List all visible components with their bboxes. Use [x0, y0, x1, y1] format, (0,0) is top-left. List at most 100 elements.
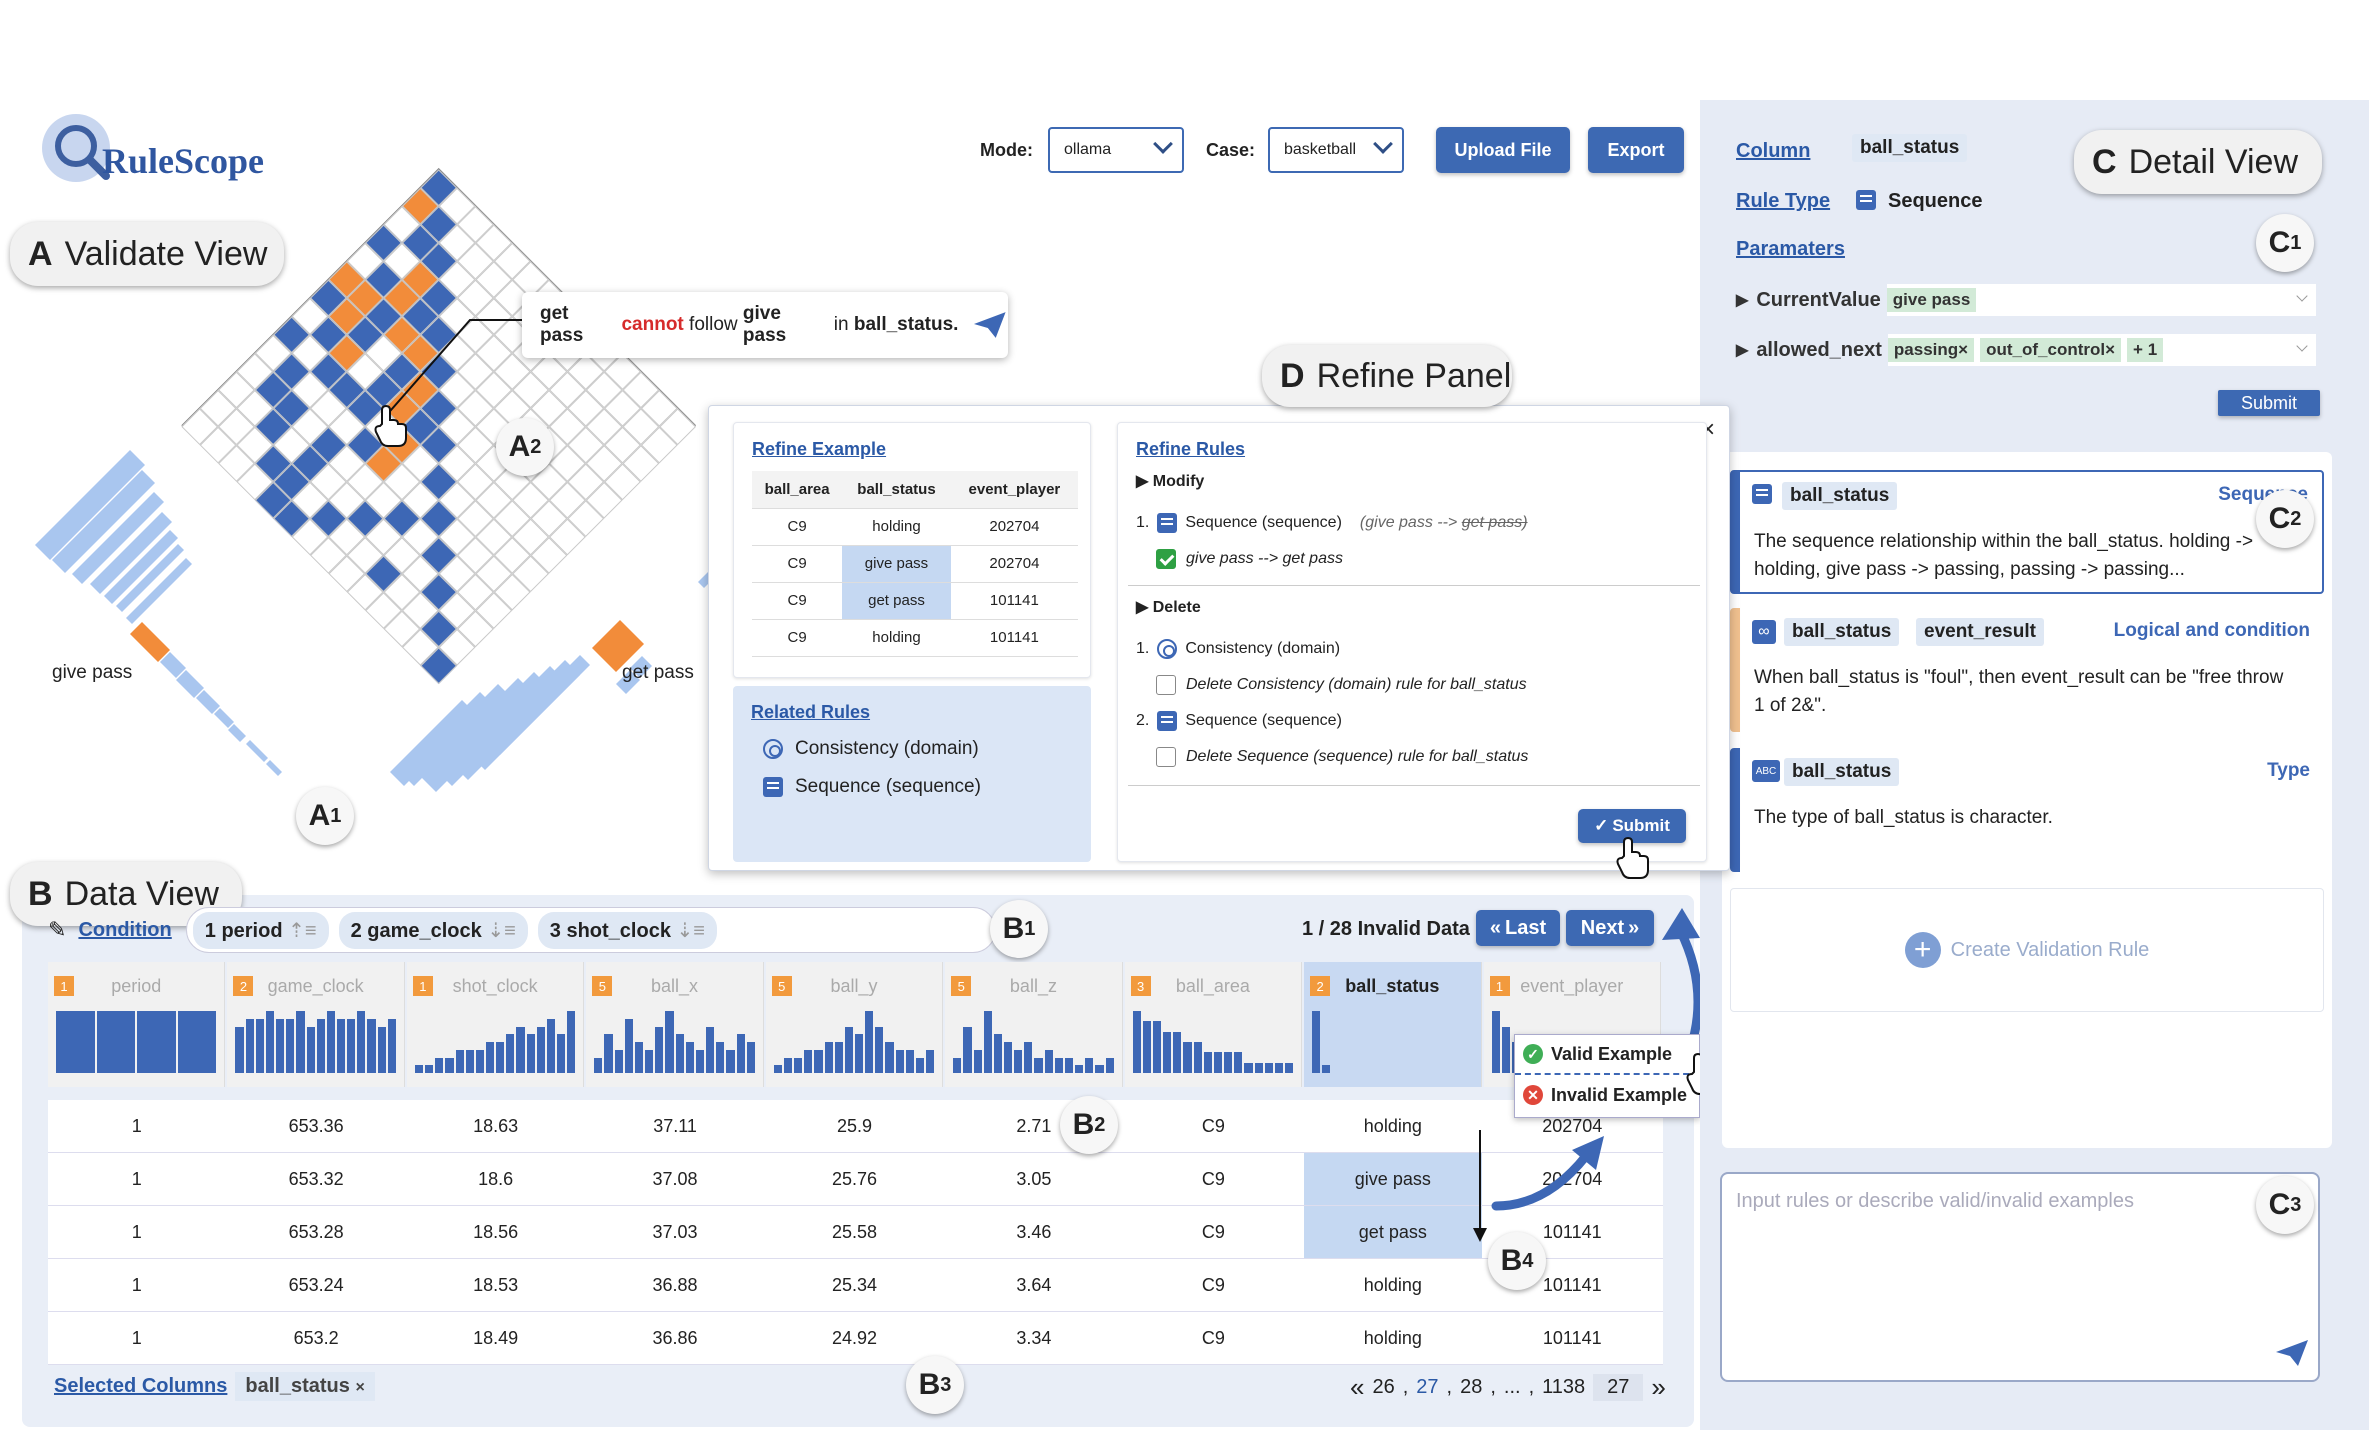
column-header[interactable]: 1 shot_clock	[406, 962, 585, 1087]
table-cell[interactable]: get pass	[1304, 1206, 1482, 1258]
modify-option[interactable]: give pass --> get pass	[1156, 549, 1343, 569]
send-icon[interactable]	[972, 310, 1008, 340]
table-cell[interactable]: 37.08	[652, 1168, 698, 1189]
table-cell[interactable]: 653.2	[293, 1327, 339, 1348]
condition-link[interactable]: Condition	[78, 918, 172, 941]
table-cell[interactable]: 1	[131, 1221, 142, 1242]
table-cell[interactable]: holding	[1363, 1115, 1422, 1136]
detail-submit-button[interactable]: Submit	[2218, 390, 2320, 416]
last-button[interactable]: « Last	[1476, 910, 1560, 946]
table-cell[interactable]: 3.34	[1016, 1327, 1052, 1348]
table-cell[interactable]: 1	[131, 1115, 142, 1136]
column-header[interactable]: 5 ball_y	[765, 962, 944, 1087]
table-cell[interactable]: 18.49	[473, 1327, 519, 1348]
table-cell[interactable]: 653.24	[288, 1274, 344, 1295]
table-cell[interactable]: 1	[131, 1168, 142, 1189]
allowed-next-select[interactable]: passing× out_of_control× + 1	[1887, 334, 2316, 366]
mode-select[interactable]: ollama	[1048, 127, 1184, 173]
table-cell[interactable]: 25.58	[831, 1221, 877, 1242]
table-cell[interactable]: 18.6	[478, 1168, 514, 1189]
rule-card[interactable]: ∞ ball_status event_result Logical and c…	[1730, 608, 2324, 732]
table-row[interactable]: C9 holding 202704	[752, 508, 1078, 546]
related-rules-title[interactable]: Related Rules	[751, 702, 871, 722]
selected-column-chip[interactable]: ball_status ×	[235, 1372, 375, 1401]
delete-option[interactable]: Delete Consistency (domain) rule for bal…	[1156, 675, 1527, 695]
table-cell[interactable]: C9	[1201, 1115, 1225, 1136]
table-cell[interactable]: 1	[131, 1274, 142, 1295]
table-cell[interactable]: C9	[1201, 1221, 1225, 1242]
table-cell[interactable]: 1	[131, 1327, 142, 1348]
table-cell[interactable]: 3.46	[1016, 1221, 1052, 1242]
next-page-button[interactable]: »	[1651, 1372, 1666, 1402]
column-header[interactable]: 5 ball_x	[586, 962, 764, 1087]
table-row[interactable]: 1 653.32 18.6 37.08 25.76 3.05 C9 give pass 2027…	[48, 1153, 1663, 1206]
table-cell[interactable]: 653.32	[288, 1168, 344, 1189]
case-select[interactable]: basketball	[1268, 127, 1404, 173]
rule-card[interactable]: ABC ball_status Type The type of ball_st…	[1730, 748, 2324, 872]
refine-submit-button[interactable]: ✓ Submit	[1578, 809, 1686, 843]
table-cell[interactable]: 101141	[1542, 1221, 1602, 1242]
current-value-select[interactable]: give pass	[1886, 284, 2316, 316]
table-cell[interactable]: 37.11	[653, 1115, 697, 1136]
table-row[interactable]: C9 holding 101141	[752, 619, 1078, 657]
table-cell[interactable]: 25.34	[831, 1274, 877, 1295]
prev-page-button[interactable]: «	[1350, 1372, 1365, 1402]
table-row[interactable]: 1 653.36 18.63 37.11 25.9 2.71 C9 holding 202704	[48, 1100, 1663, 1153]
edit-icon[interactable]: ✎	[48, 917, 67, 942]
parameters-label[interactable]: Paramaters	[1736, 238, 1845, 260]
table-cell[interactable]: C9	[1201, 1327, 1225, 1348]
page-input[interactable]: 27	[1593, 1374, 1644, 1401]
column-header[interactable]: 5 ball_z	[945, 962, 1123, 1087]
page-button-current[interactable]: 27	[1416, 1376, 1439, 1398]
table-cell[interactable]: give pass	[1304, 1153, 1482, 1205]
table-cell[interactable]: holding	[1363, 1274, 1422, 1295]
table-cell[interactable]: 25.76	[831, 1168, 877, 1189]
refine-example-title[interactable]: Refine Example	[752, 439, 887, 459]
rule-card-selected[interactable]: ball_status Sequence The sequence relati…	[1730, 470, 2324, 594]
table-cell[interactable]: 653.28	[288, 1221, 344, 1242]
table-cell[interactable]: 101141	[1542, 1327, 1602, 1348]
column-header[interactable]: 2 game_clock	[227, 962, 405, 1087]
page-button[interactable]: 28	[1460, 1376, 1483, 1398]
table-cell[interactable]: 18.63	[473, 1115, 519, 1136]
table-cell[interactable]: 3.64	[1016, 1274, 1052, 1295]
column-header[interactable]: 3 ball_area	[1124, 962, 1303, 1087]
related-rule[interactable]: Sequence (sequence)	[763, 776, 981, 798]
table-row[interactable]: 1 653.28 18.56 37.03 25.58 3.46 C9 get pass 1011…	[48, 1206, 1663, 1259]
table-row[interactable]: 1 653.2 18.49 36.86 24.92 3.34 C9 holding 101141	[48, 1312, 1663, 1365]
table-cell[interactable]: holding	[1363, 1327, 1422, 1348]
condition-chip[interactable]: 2 game_clock ⇣≡	[338, 911, 528, 949]
table-cell[interactable]: 36.88	[652, 1274, 698, 1295]
page-button[interactable]: 26	[1372, 1376, 1395, 1398]
table-cell[interactable]: 18.56	[473, 1221, 519, 1242]
related-rule[interactable]: Consistency (domain)	[763, 738, 979, 760]
create-rule-card[interactable]: + Create Validation Rule	[1730, 888, 2324, 1012]
rule-type-label[interactable]: Rule Type	[1736, 190, 1831, 212]
delete-option[interactable]: Delete Sequence (sequence) rule for ball…	[1156, 747, 1528, 767]
table-cell[interactable]: 202704	[1542, 1115, 1603, 1136]
table-cell[interactable]: 25.9	[836, 1115, 872, 1136]
page-button[interactable]: 1138	[1542, 1376, 1586, 1398]
rule-input[interactable]: Input rules or describe valid/invalid ex…	[1720, 1172, 2320, 1382]
export-button[interactable]: Export	[1588, 127, 1684, 173]
column-header[interactable]: 2 ball_status	[1304, 962, 1482, 1087]
invalid-example-option[interactable]: ✕ Invalid Example	[1515, 1075, 1699, 1115]
condition-chip[interactable]: 3 shot_clock ⇣≡	[537, 911, 717, 949]
next-button[interactable]: Next »	[1566, 910, 1654, 946]
refine-rules-title[interactable]: Refine Rules	[1136, 439, 1246, 459]
upload-file-button[interactable]: Upload File	[1436, 127, 1570, 173]
table-row[interactable]: 1 653.24 18.53 36.88 25.34 3.64 C9 holding 10114…	[48, 1259, 1663, 1312]
column-label[interactable]: Column	[1736, 140, 1811, 162]
table-cell[interactable]: C9	[1201, 1274, 1225, 1295]
table-row[interactable]: C9 get pass 101141	[752, 582, 1078, 620]
valid-example-option[interactable]: ✓ Valid Example	[1515, 1035, 1699, 1075]
table-cell[interactable]: 653.36	[288, 1115, 344, 1136]
table-cell[interactable]: 24.92	[831, 1327, 877, 1348]
table-cell[interactable]: 18.53	[473, 1274, 519, 1295]
column-header[interactable]: 1 period	[48, 962, 226, 1087]
table-cell[interactable]: 37.03	[652, 1221, 698, 1242]
table-cell[interactable]: 2.71	[1016, 1115, 1052, 1136]
table-cell[interactable]: C9	[1201, 1168, 1225, 1189]
table-cell[interactable]: 101141	[1542, 1274, 1602, 1295]
table-cell[interactable]: 3.05	[1016, 1168, 1052, 1189]
